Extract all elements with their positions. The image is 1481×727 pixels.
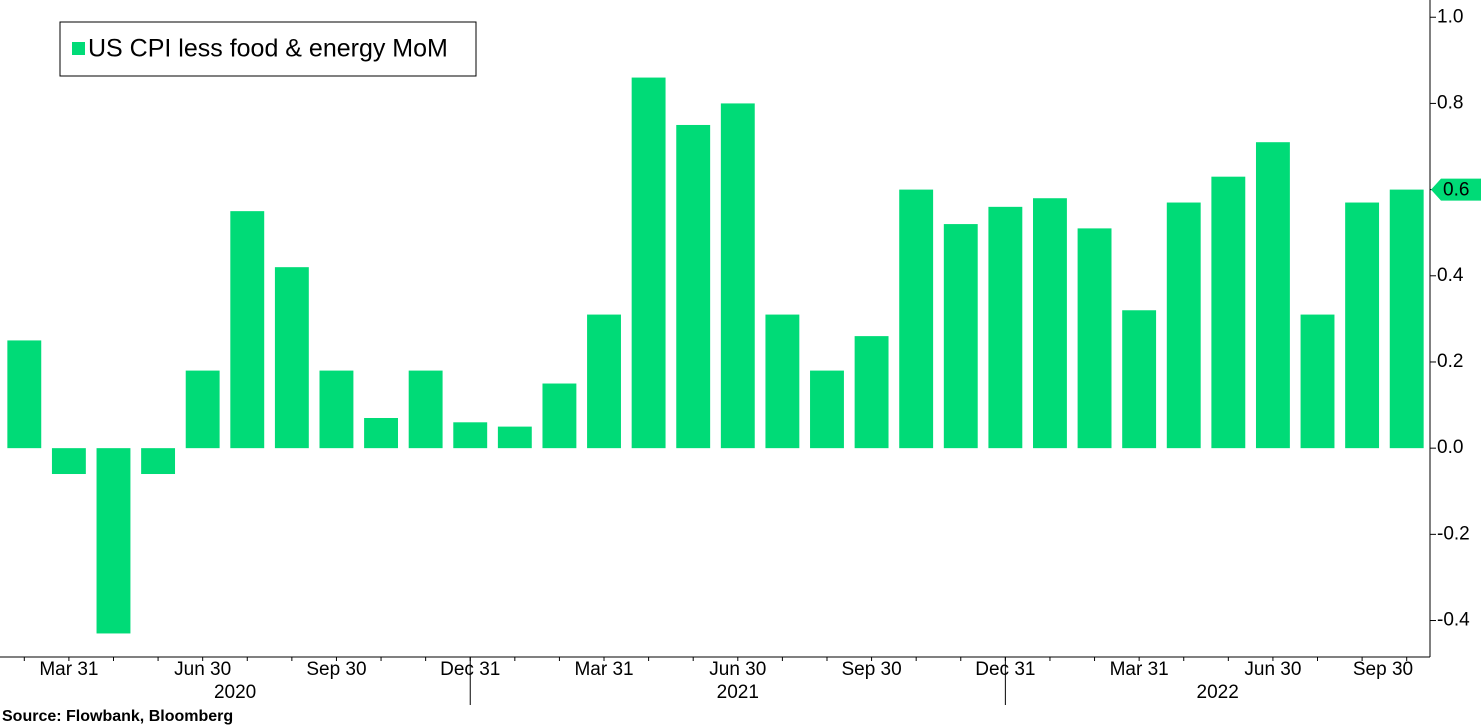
bar [720, 103, 755, 449]
year-label: 2020 [214, 682, 256, 703]
bar [542, 383, 577, 449]
x-tick-label: Jun 30 [174, 659, 231, 680]
bar [364, 417, 398, 449]
bar [319, 370, 354, 449]
bar [96, 448, 131, 634]
last-value-label: 0.6 [1443, 180, 1469, 201]
y-tick-label: 0.0 [1437, 437, 1463, 458]
last-value-tag [1431, 178, 1481, 201]
bar [1300, 314, 1335, 449]
bar [1122, 310, 1157, 449]
legend-box [59, 21, 477, 77]
bar [1077, 228, 1112, 449]
bar [854, 336, 889, 449]
legend-swatch [72, 42, 85, 55]
x-tick-label: Jun 30 [709, 659, 766, 680]
bar [943, 224, 978, 449]
y-tick-label: -0.4 [1437, 610, 1470, 631]
bar [1166, 202, 1201, 449]
y-tick-label: 1.0 [1437, 6, 1463, 27]
x-tick-label: Sep 30 [306, 659, 366, 680]
year-label: 2021 [717, 682, 759, 703]
bar [185, 370, 220, 449]
source-note: Source: Flowbank, Bloomberg [2, 708, 233, 725]
bar [141, 448, 176, 475]
bar [408, 370, 443, 449]
bar [453, 422, 488, 449]
bar [1345, 202, 1380, 449]
bar [51, 448, 86, 475]
bar [497, 426, 532, 449]
bar [1389, 189, 1424, 449]
bar [1255, 142, 1290, 449]
bar [899, 189, 934, 449]
x-tick-label: Mar 31 [1110, 659, 1169, 680]
x-tick-label: Sep 30 [1353, 659, 1413, 680]
year-label: 2022 [1197, 682, 1239, 703]
y-tick-label: 0.8 [1437, 92, 1463, 113]
x-tick-label: Mar 31 [574, 659, 633, 680]
x-tick-label: Sep 30 [841, 659, 901, 680]
y-tick-label: -0.2 [1437, 523, 1470, 544]
bar [230, 211, 265, 449]
y-tick-label: 0.4 [1437, 265, 1464, 286]
bar [988, 206, 1023, 449]
x-tick-label: Jun 30 [1244, 659, 1301, 680]
bar [1211, 176, 1246, 449]
bar [7, 340, 42, 449]
bar [274, 267, 309, 449]
y-tick-label: 0.2 [1437, 351, 1463, 372]
legend-label: US CPI less food & energy MoM [88, 35, 448, 63]
x-tick-label: Mar 31 [39, 659, 98, 680]
bar [587, 314, 621, 449]
bar [810, 370, 844, 449]
bar [765, 314, 800, 449]
bar [631, 77, 666, 449]
bar [676, 124, 711, 449]
bar [1033, 198, 1067, 449]
